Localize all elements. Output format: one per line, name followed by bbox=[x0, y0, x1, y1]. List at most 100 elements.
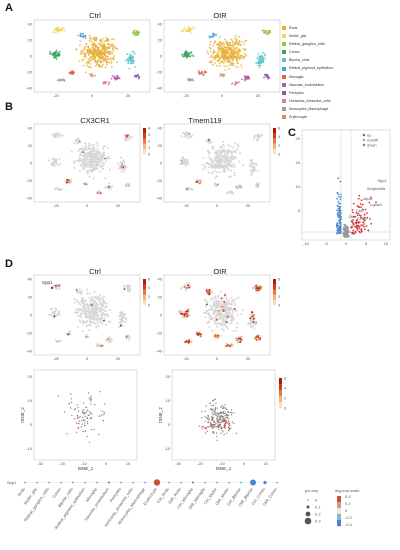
tsne-cell-point bbox=[101, 54, 104, 56]
feature-expr-point bbox=[259, 336, 262, 339]
feature-bg-point bbox=[256, 182, 259, 185]
sparse-point bbox=[217, 421, 219, 424]
feature-bg-point bbox=[217, 318, 220, 321]
color-scale-label: 6 bbox=[278, 126, 281, 131]
volcano-legend-label: up bbox=[367, 133, 372, 138]
volcano-point bbox=[344, 228, 347, 230]
tsne-cell-point bbox=[99, 43, 102, 45]
feature-bg-point bbox=[99, 301, 102, 304]
panel-letter-b: B bbox=[5, 101, 13, 113]
volcano-point bbox=[337, 200, 340, 203]
tsne-cell-point bbox=[105, 55, 107, 58]
feature-bg-point bbox=[88, 305, 91, 307]
feature-bg-point bbox=[225, 318, 228, 321]
legend-label: Cones bbox=[289, 50, 300, 55]
feature-bg-point bbox=[52, 317, 55, 320]
feature-bg-point bbox=[223, 323, 226, 326]
legend-swatch bbox=[282, 26, 286, 31]
sparse-point bbox=[86, 417, 88, 420]
tsne-cell-point bbox=[215, 33, 217, 36]
feature-bg-point bbox=[85, 146, 87, 149]
volcano-point bbox=[362, 221, 364, 224]
tsne-cell-point bbox=[215, 55, 218, 57]
tsne-cell-point bbox=[95, 39, 97, 42]
color-scale-step bbox=[273, 143, 276, 149]
feature-expr-point bbox=[252, 321, 255, 323]
feature-bg-point bbox=[77, 326, 79, 329]
volcano-legend-dot bbox=[362, 143, 366, 147]
tsne-cell-point bbox=[53, 29, 55, 32]
volcano-point bbox=[345, 233, 348, 235]
feature-bg-point bbox=[94, 305, 97, 308]
sparse-point bbox=[220, 413, 222, 415]
tsne-cell-point bbox=[101, 57, 103, 60]
feature-bg-point bbox=[89, 292, 92, 295]
volcano-legend-label: down bbox=[367, 143, 377, 148]
feature-bg-point bbox=[219, 153, 222, 156]
x-tick-label: 20 bbox=[246, 203, 251, 208]
sparse-point bbox=[212, 416, 214, 418]
feature-bg-point bbox=[95, 295, 98, 298]
feature-bg-point bbox=[230, 155, 233, 158]
tsne-cell-point bbox=[182, 28, 185, 30]
sparse-point bbox=[221, 419, 223, 421]
feature-bg-point bbox=[249, 169, 252, 172]
feature-bg-point bbox=[225, 161, 228, 164]
tsne-cell-point bbox=[264, 57, 267, 60]
feature-bg-point bbox=[229, 169, 232, 172]
x-tick-label: -10 bbox=[303, 241, 310, 246]
feature-bg-point bbox=[121, 312, 124, 315]
feature-bg-point bbox=[105, 310, 108, 313]
feature-bg-point bbox=[79, 315, 81, 318]
feature-bg-point bbox=[79, 308, 82, 311]
feature-bg-point bbox=[229, 303, 232, 306]
sparse-point bbox=[228, 425, 231, 427]
tsne-cell-point bbox=[261, 58, 264, 61]
feature-bg-point bbox=[96, 141, 99, 144]
dot-plot-point bbox=[263, 480, 267, 485]
feature-bg-point bbox=[84, 304, 87, 307]
feature-bg-point bbox=[120, 314, 123, 316]
tsne-cell-point bbox=[245, 54, 248, 57]
tsne-cell-point bbox=[129, 54, 132, 56]
feature-bg-point bbox=[227, 143, 230, 146]
tsne-cell-point bbox=[261, 29, 264, 32]
tsne-cell-point bbox=[110, 62, 113, 65]
feature-bg-point bbox=[54, 188, 57, 191]
feature-bg-point bbox=[256, 139, 259, 142]
tsne-cell-point bbox=[131, 60, 134, 62]
sparse-point bbox=[81, 410, 84, 412]
feature-bg-point bbox=[117, 162, 119, 165]
sparse-point bbox=[211, 419, 213, 421]
volcano-point bbox=[336, 191, 339, 194]
feature-bg-point bbox=[227, 176, 230, 178]
sparse-point bbox=[216, 426, 218, 428]
feature-expr-point bbox=[219, 314, 222, 316]
tsne-cell-point bbox=[100, 51, 103, 54]
color-scale-step bbox=[273, 148, 276, 155]
feature-bg-point bbox=[211, 165, 214, 167]
feature-bg-point bbox=[238, 160, 240, 163]
feature-bg-point bbox=[206, 161, 209, 164]
feature-bg-point bbox=[122, 171, 125, 173]
feature-expr-point bbox=[237, 341, 239, 344]
tsne-cell-point bbox=[219, 48, 222, 51]
tsne-cell-point bbox=[227, 52, 230, 55]
feature-bg-point bbox=[250, 324, 253, 327]
feature-bg-point bbox=[55, 158, 58, 161]
feature-expr-point bbox=[211, 317, 214, 320]
feature-bg-point bbox=[250, 172, 253, 175]
tsne-cell-point bbox=[264, 54, 266, 57]
feature-expr-point bbox=[225, 321, 228, 324]
tsne-cell-point bbox=[82, 35, 85, 38]
sparse-point bbox=[219, 419, 222, 421]
feature-bg-point bbox=[99, 310, 102, 313]
feature-bg-point bbox=[128, 182, 131, 185]
volcano-point bbox=[343, 223, 346, 226]
avg-exp-legend-step bbox=[337, 508, 341, 515]
sparse-point bbox=[212, 418, 214, 420]
tsne-cell-point bbox=[217, 53, 220, 56]
tsne-cell-point bbox=[90, 66, 93, 69]
tsne-cell-point bbox=[113, 55, 115, 58]
